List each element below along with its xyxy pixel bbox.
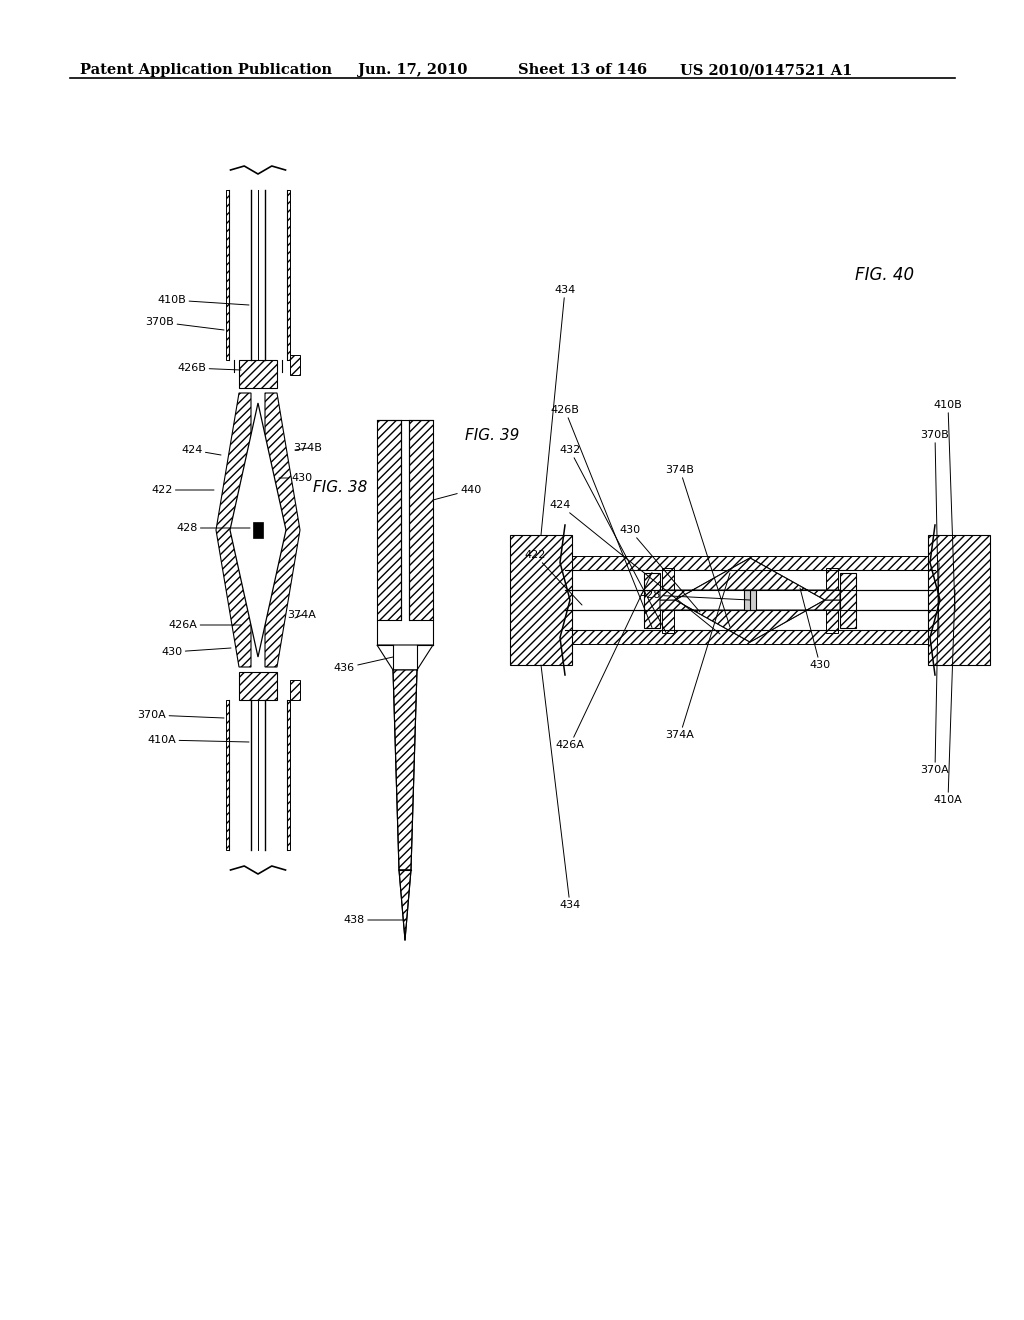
- Text: 430: 430: [279, 473, 312, 483]
- Text: FIG. 40: FIG. 40: [855, 267, 914, 284]
- Text: Patent Application Publication: Patent Application Publication: [80, 63, 332, 77]
- Text: 434: 434: [541, 665, 581, 909]
- Polygon shape: [216, 393, 251, 667]
- Bar: [226, 700, 229, 850]
- Bar: [644, 573, 660, 627]
- Text: 370A: 370A: [137, 710, 224, 719]
- Polygon shape: [675, 558, 825, 642]
- Text: 422: 422: [152, 484, 214, 495]
- Bar: [290, 680, 300, 700]
- Text: 410B: 410B: [934, 400, 963, 610]
- Bar: [287, 700, 290, 850]
- Text: 426B: 426B: [551, 405, 652, 627]
- Text: 426A: 426A: [169, 620, 241, 630]
- Polygon shape: [230, 403, 286, 657]
- Polygon shape: [253, 521, 263, 539]
- Text: 410A: 410A: [934, 590, 963, 805]
- Text: 426A: 426A: [556, 573, 652, 750]
- Text: 374B: 374B: [666, 465, 730, 627]
- Text: 374A: 374A: [666, 573, 730, 741]
- Bar: [409, 420, 433, 620]
- Text: Sheet 13 of 146: Sheet 13 of 146: [518, 63, 647, 77]
- Text: FIG. 38: FIG. 38: [313, 480, 368, 495]
- Bar: [239, 672, 278, 700]
- Bar: [239, 360, 278, 388]
- Bar: [928, 535, 990, 665]
- Polygon shape: [399, 870, 411, 940]
- Text: 370B: 370B: [145, 317, 224, 330]
- Text: 436: 436: [334, 657, 393, 673]
- Text: 426B: 426B: [177, 363, 241, 374]
- Text: 374A: 374A: [288, 610, 316, 620]
- Text: 424: 424: [549, 500, 720, 634]
- Text: Jun. 17, 2010: Jun. 17, 2010: [358, 63, 467, 77]
- Text: 410A: 410A: [147, 735, 249, 744]
- Bar: [290, 355, 300, 375]
- Polygon shape: [393, 671, 417, 870]
- Polygon shape: [660, 558, 840, 601]
- Text: 430: 430: [800, 587, 830, 671]
- Bar: [377, 420, 401, 620]
- Text: 370A: 370A: [921, 564, 949, 775]
- Polygon shape: [377, 645, 433, 671]
- Bar: [840, 573, 856, 627]
- Bar: [226, 190, 229, 360]
- Text: 374B: 374B: [294, 444, 323, 453]
- Text: US 2010/0147521 A1: US 2010/0147521 A1: [680, 63, 852, 77]
- Bar: [662, 568, 674, 632]
- Bar: [744, 590, 756, 610]
- Bar: [287, 190, 290, 360]
- Text: FIG. 39: FIG. 39: [465, 428, 519, 442]
- Bar: [510, 535, 572, 665]
- Polygon shape: [660, 601, 840, 642]
- Text: 370B: 370B: [921, 430, 949, 638]
- Bar: [565, 556, 935, 570]
- Text: 428: 428: [639, 590, 750, 601]
- Bar: [826, 568, 838, 632]
- Text: 440: 440: [433, 484, 481, 500]
- Text: 438: 438: [344, 915, 406, 925]
- Text: 430: 430: [620, 525, 700, 612]
- Bar: [565, 630, 935, 644]
- Text: 424: 424: [181, 445, 221, 455]
- Text: 434: 434: [541, 285, 575, 535]
- Text: 410B: 410B: [158, 294, 249, 305]
- Text: 428: 428: [176, 523, 250, 533]
- Text: 422: 422: [524, 550, 582, 605]
- Text: 432: 432: [559, 445, 666, 632]
- Polygon shape: [265, 393, 300, 667]
- Text: 430: 430: [162, 647, 231, 657]
